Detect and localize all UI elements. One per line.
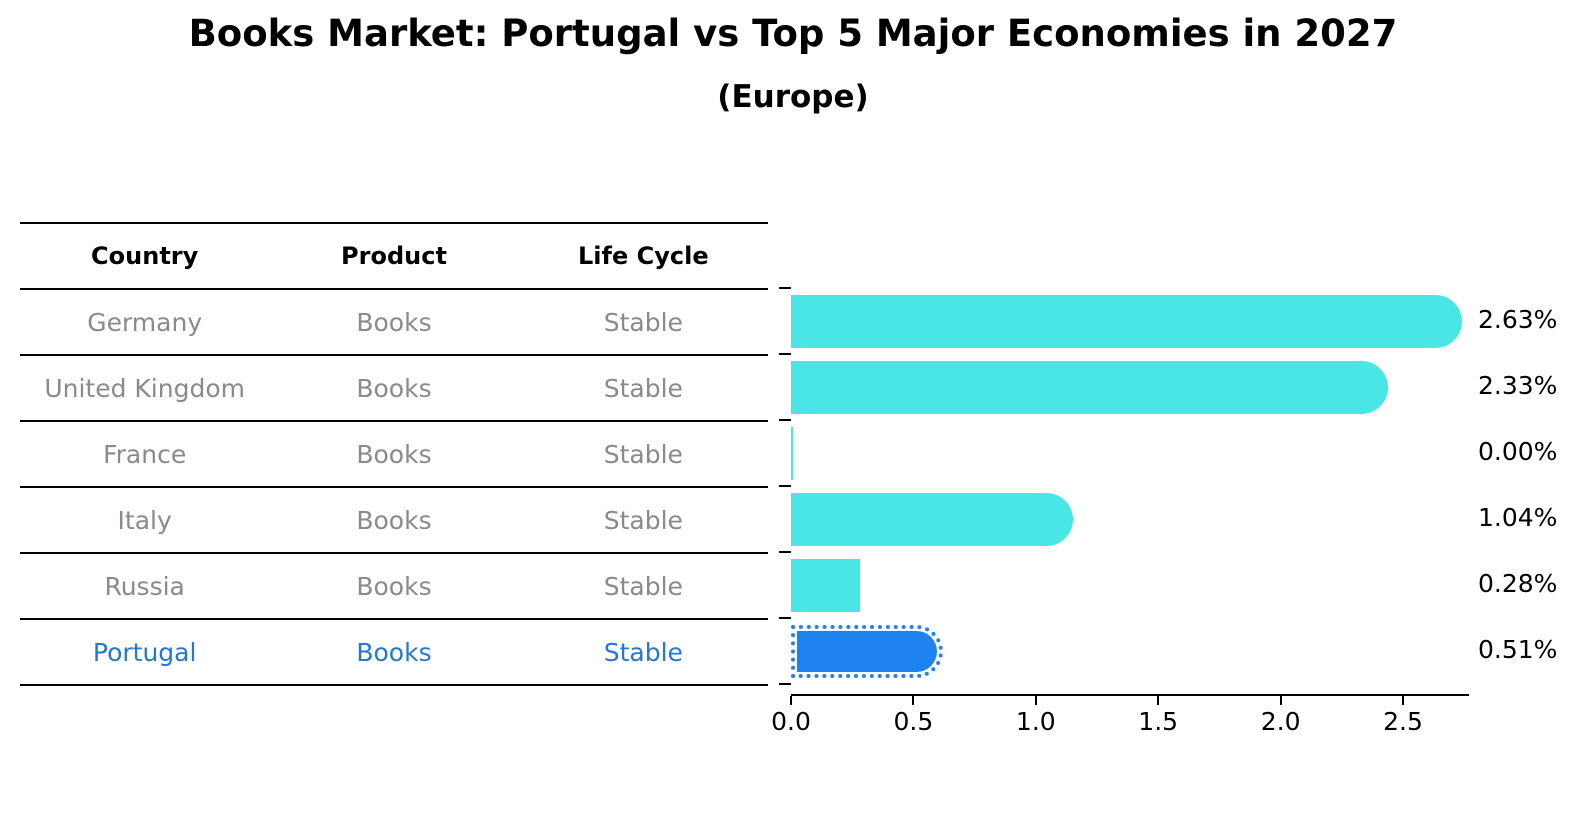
table-row: United Kingdom Books Stable: [20, 354, 768, 420]
table-cell-country: Russia: [104, 571, 185, 601]
chart-bar: [791, 295, 1462, 348]
table-row: Portugal Books Stable: [20, 618, 768, 684]
table-cell-product: Books: [356, 571, 432, 601]
x-axis-tick: [1279, 696, 1282, 705]
x-axis-tick: [1402, 696, 1404, 705]
y-axis-tick: [779, 485, 791, 487]
table-cell-country: Italy: [117, 505, 172, 535]
y-axis-tick: [779, 287, 791, 289]
x-axis-line: [791, 694, 1469, 696]
table-cell-product: Books: [356, 637, 432, 667]
comparison-table: Country Product Life Cycle Germany Books S…: [20, 222, 768, 686]
bar-value-label: 2.63%: [1478, 305, 1558, 334]
table-cell-lifecycle: Stable: [603, 307, 683, 337]
chart-bar: [791, 625, 943, 678]
bar-value-label: 0.51%: [1478, 635, 1558, 664]
x-axis-tick-label: 0.0: [771, 707, 811, 736]
table-cell-product: Books: [356, 505, 432, 535]
y-axis-tick: [779, 419, 791, 421]
table-row: Russia Books Stable: [20, 552, 768, 618]
table-cell-country: Portugal: [92, 637, 197, 667]
bar-value-label: 2.33%: [1478, 371, 1558, 400]
table-cell-country: France: [103, 439, 187, 469]
page-subtitle: (Europe): [717, 79, 869, 115]
x-axis-tick-label: 1.5: [1138, 707, 1179, 736]
x-axis-tick: [1034, 696, 1037, 705]
table-cell-lifecycle: Stable: [603, 439, 683, 469]
y-axis-tick: [779, 683, 791, 685]
chart-bar: [791, 361, 1389, 414]
chart-bar: [791, 559, 860, 612]
table-cell-product: Books: [356, 439, 432, 469]
table-cell-lifecycle: Stable: [603, 373, 683, 403]
table-cell-lifecycle: Stable: [603, 505, 683, 535]
table-cell-country: Germany: [87, 307, 203, 337]
table-cell-product: Books: [356, 373, 432, 403]
table-body: Germany Books Stable United Kingdom Books Sta…: [20, 288, 768, 684]
page-title: Books Market: Portugal vs Top 5 Major Ec…: [188, 12, 1398, 55]
x-axis-tick-label: 0.5: [893, 707, 934, 736]
y-axis-tick: [779, 353, 791, 355]
table-cell-country: United Kingdom: [44, 373, 245, 403]
table-header-lifecycle: Life Cycle: [578, 242, 709, 270]
x-axis-tick-label: 2.5: [1383, 707, 1423, 736]
table-row: Germany Books Stable: [20, 288, 768, 354]
x-axis-tick: [912, 696, 915, 705]
y-axis-tick: [779, 551, 791, 553]
table-header-product: Product: [341, 242, 447, 270]
y-axis-tick: [779, 617, 791, 619]
table-cell-lifecycle: Stable: [603, 637, 683, 667]
table-row: France Books Stable: [20, 420, 768, 486]
x-axis-tick: [790, 696, 792, 705]
bar-value-label: 0.28%: [1478, 569, 1558, 598]
table-cell-lifecycle: Stable: [603, 571, 683, 601]
bar-value-label: 1.04%: [1478, 503, 1558, 532]
x-axis-tick-label: 2.0: [1260, 707, 1301, 736]
table-header-country: Country: [91, 242, 199, 270]
chart-bar: [791, 427, 793, 480]
table-header-row: Country Product Life Cycle: [20, 222, 768, 288]
bar-value-label: 0.00%: [1478, 437, 1558, 466]
chart-bar: [791, 493, 1073, 546]
x-axis-tick-label: 1.0: [1015, 707, 1056, 736]
table-cell-product: Books: [356, 307, 432, 337]
table-row: Italy Books Stable: [20, 486, 768, 552]
x-axis-tick: [1157, 696, 1160, 705]
